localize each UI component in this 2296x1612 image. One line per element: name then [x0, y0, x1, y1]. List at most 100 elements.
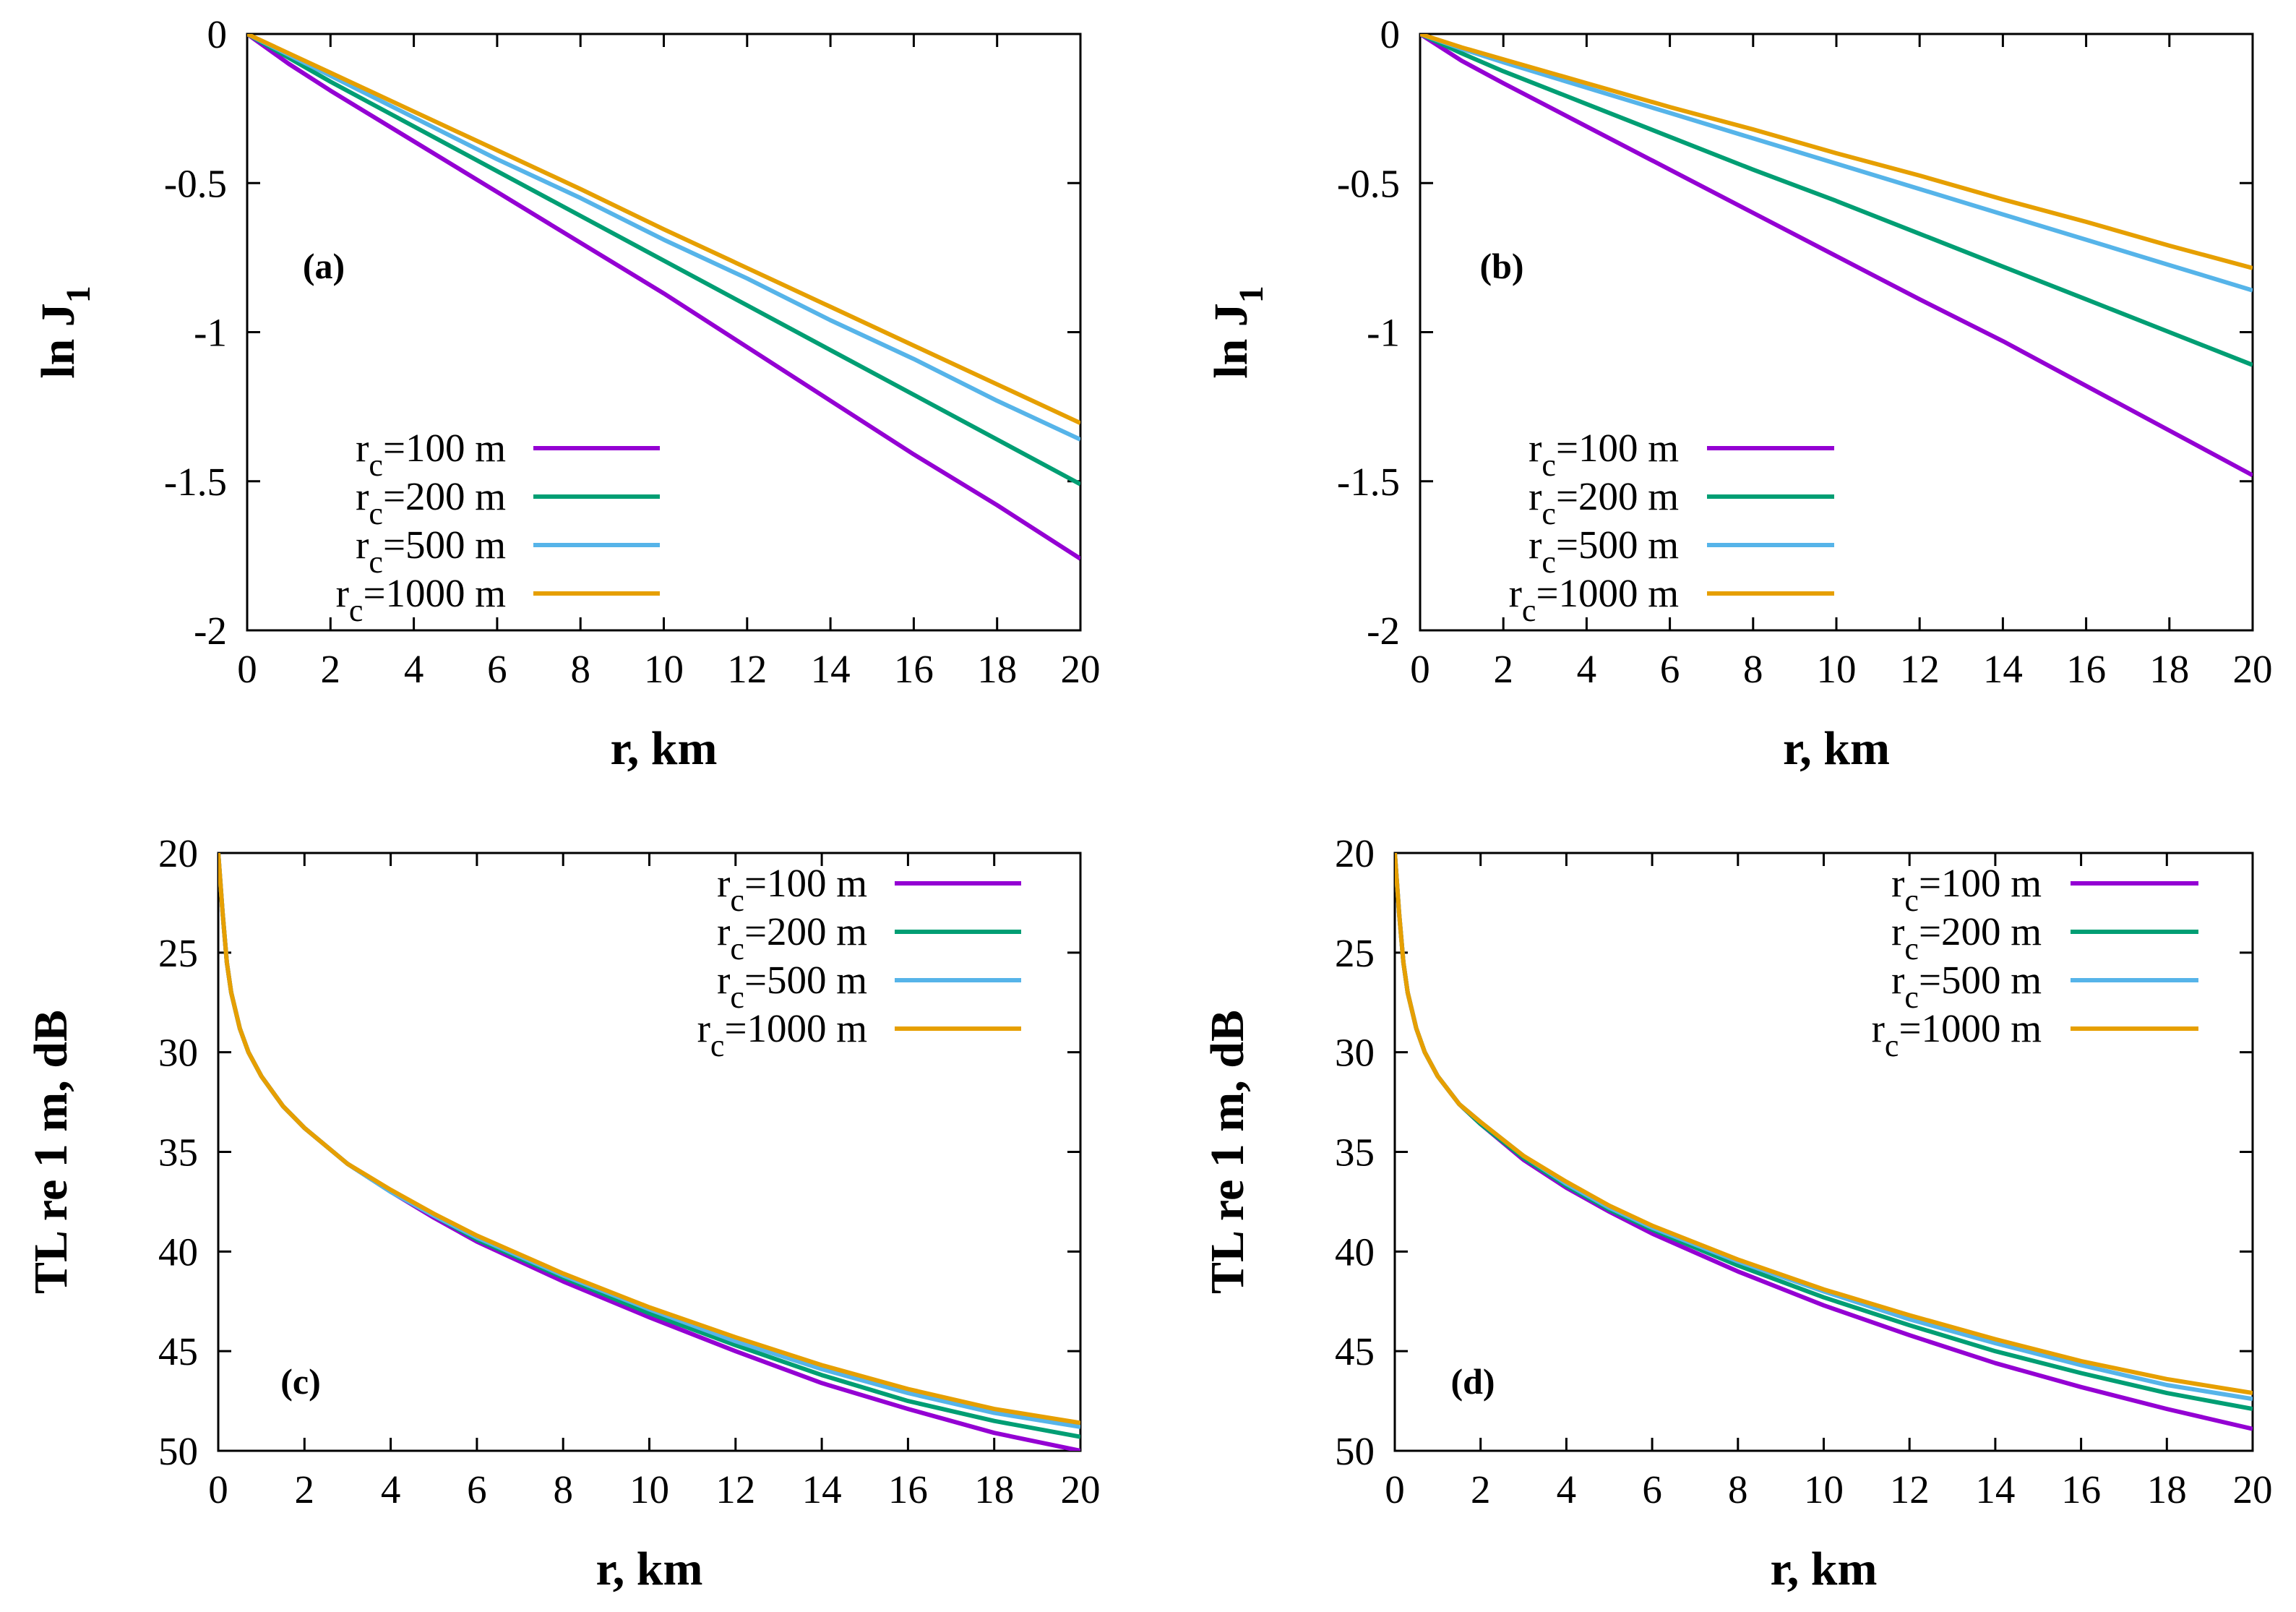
y-axis-label-main: ln J [1205, 303, 1257, 379]
panel-a: 0 2 4 6 8 10 12 14 16 18 20 -2 -1.5 -1 -0.5 0 r, km ln J1… [32, 12, 1101, 775]
x-tick-label: 16 [888, 1467, 928, 1512]
x-tick-label: 4 [381, 1467, 401, 1512]
x-tick-label: 6 [467, 1467, 487, 1512]
legend-label: rc=500 m [356, 523, 506, 580]
legend-label: rc=200 m [1891, 909, 2042, 966]
y-axis-label-main: ln J [32, 303, 85, 379]
x-tick-label: 18 [2149, 647, 2189, 691]
y-tick-label: -1 [194, 311, 227, 355]
y-axis-label-main: TL re 1 m, dB [1201, 1010, 1254, 1294]
y-tick-label: 45 [1335, 1329, 1375, 1373]
y-tick-label: -2 [194, 609, 227, 653]
legend-label: rc=500 m [1528, 523, 1679, 580]
x-tick-label: 6 [487, 647, 507, 691]
x-tick-label: 20 [1061, 1467, 1101, 1512]
y-tick-label: 0 [1380, 12, 1401, 56]
x-tick-label: 2 [1493, 647, 1513, 691]
panel-letter: (a) [303, 246, 345, 286]
y-tick-label: -1.5 [164, 460, 227, 504]
series-line-1000m [247, 34, 1080, 426]
y-tick-label: 25 [1335, 931, 1375, 975]
series-line-100m [1395, 853, 2253, 1431]
y-tick-label: -0.5 [1337, 161, 1400, 205]
legend-label: rc=200 m [717, 909, 867, 966]
x-tick-label: 12 [1900, 647, 1940, 691]
x-axis-label: r, km [1771, 1543, 1878, 1595]
series-line-100m [247, 34, 1080, 561]
y-tick-label: 50 [158, 1429, 198, 1473]
x-tick-label: 16 [2066, 647, 2106, 691]
y-tick-label: 20 [1335, 831, 1375, 875]
y-tick-label: 20 [158, 831, 198, 875]
x-tick-label: 0 [237, 647, 257, 691]
series-line-200m [218, 853, 1080, 1439]
y-axis-label: TL re 1 m, dB [1201, 1010, 1254, 1294]
x-tick-label: 20 [2233, 1467, 2273, 1512]
y-tick-label: -1 [1367, 311, 1400, 355]
y-tick-label: 40 [158, 1230, 198, 1274]
plot-frame [246, 33, 1082, 632]
legend-label: rc=200 m [1528, 474, 1679, 531]
legend-label: rc=100 m [717, 861, 867, 918]
series-line-200m [247, 34, 1080, 486]
legend-label: rc=1000 m [697, 1006, 867, 1063]
y-axis-label-subscript: 1 [59, 286, 98, 303]
legend-label: rc=1000 m [1509, 571, 1679, 628]
x-tick-label: 20 [2233, 647, 2273, 691]
series-line-500m [247, 34, 1080, 442]
panel-letter: (b) [1479, 246, 1523, 286]
x-tick-label: 10 [1804, 1467, 1844, 1512]
y-tick-label: 35 [158, 1131, 198, 1175]
x-tick-label: 14 [811, 647, 851, 691]
series-line-500m [1395, 853, 2253, 1402]
x-tick-label: 0 [1385, 1467, 1405, 1512]
x-tick-label: 4 [1557, 1467, 1577, 1512]
x-tick-label: 2 [1471, 1467, 1491, 1512]
x-tick-label: 14 [1983, 647, 2023, 691]
panel-letter: (c) [280, 1361, 321, 1402]
x-tick-label: 6 [1660, 647, 1680, 691]
x-tick-label: 18 [977, 647, 1017, 691]
x-tick-label: 18 [2147, 1467, 2187, 1512]
series-line-1000m [1420, 34, 2253, 270]
y-tick-label: 50 [1335, 1429, 1375, 1473]
x-tick-label: 10 [629, 1467, 669, 1512]
x-tick-label: 6 [1642, 1467, 1662, 1512]
series-line-500m [218, 853, 1080, 1429]
x-tick-label: 4 [1577, 647, 1597, 691]
x-tick-label: 14 [1975, 1467, 2015, 1512]
y-axis-label: ln J1 [1205, 286, 1270, 379]
panel-b: 0 2 4 6 8 10 12 14 16 18 20 -2 -1.5 -1 -0.5 0 r, km ln J1… [1205, 12, 2273, 775]
x-tick-label: 2 [321, 647, 341, 691]
legend-label: rc=200 m [356, 474, 506, 531]
x-axis-label: r, km [596, 1543, 703, 1595]
x-tick-label: 12 [715, 1467, 755, 1512]
y-tick-label: 45 [158, 1329, 198, 1373]
panel-d: 0 2 4 6 8 10 12 14 16 18 20 20 25 30 35 40 45 50 r, km TL r… [1201, 831, 2273, 1595]
y-tick-label: -2 [1367, 609, 1400, 653]
x-tick-label: 2 [295, 1467, 315, 1512]
panel-c: 0 2 4 6 8 10 12 14 16 18 20 20 25 30 35 40 45 50 r, km TL r… [25, 831, 1101, 1595]
x-tick-label: 8 [1728, 1467, 1748, 1512]
x-tick-label: 16 [894, 647, 934, 691]
x-tick-label: 10 [644, 647, 684, 691]
series-line-200m [1420, 34, 2253, 367]
x-tick-label: 20 [1061, 647, 1101, 691]
legend-label: rc=100 m [356, 426, 506, 483]
series-line-1000m [218, 853, 1080, 1425]
x-tick-label: 16 [2061, 1467, 2101, 1512]
x-axis-label: r, km [611, 722, 718, 775]
x-axis-label: r, km [1783, 722, 1890, 775]
series-line-200m [1395, 853, 2253, 1412]
y-tick-label: 25 [158, 931, 198, 975]
legend-label: rc=500 m [717, 958, 867, 1015]
x-tick-label: 18 [974, 1467, 1014, 1512]
legend-label: rc=1000 m [1872, 1006, 2042, 1063]
y-tick-label: -1.5 [1337, 460, 1400, 504]
y-tick-label: 30 [158, 1031, 198, 1075]
y-tick-label: 30 [1335, 1031, 1375, 1075]
x-tick-label: 10 [1817, 647, 1857, 691]
x-tick-label: 4 [404, 647, 424, 691]
legend-label: rc=500 m [1891, 958, 2042, 1015]
series-line-500m [1420, 34, 2253, 293]
